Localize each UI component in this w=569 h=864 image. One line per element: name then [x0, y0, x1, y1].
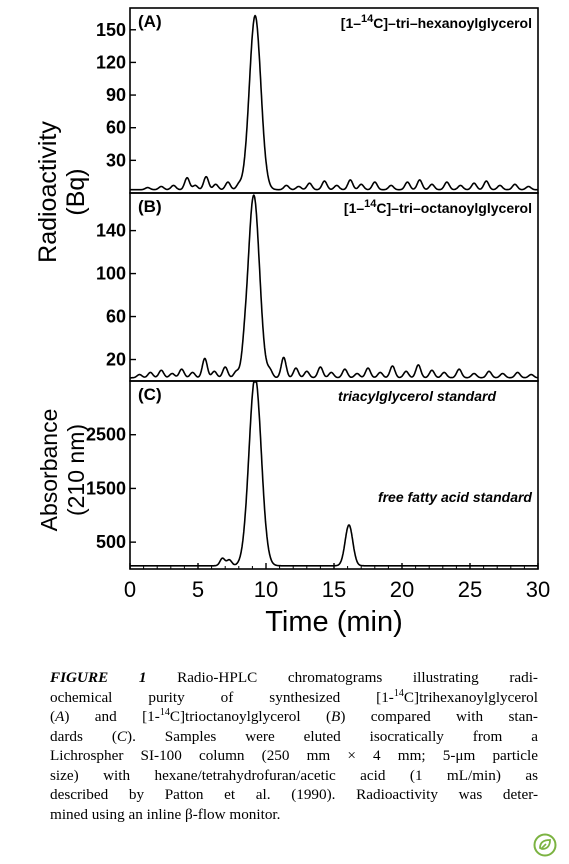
panel-frame — [129, 192, 539, 382]
chart-panel-c: 500 1500 2500 (C) triacylglycerol standard fr… — [86, 380, 550, 638]
chart-panel-a: 30 60 90 120 150 (A) [1–14C]–tri–hexanoylglyce… — [96, 7, 539, 194]
x-tick-label: 30 — [526, 577, 550, 602]
caption-line: size) with hexane/tetrahydrofuran/acetic… — [50, 766, 538, 784]
x-axis-label: Time (min) — [265, 606, 402, 638]
caption-line: mined using an inline β-flow monitor. — [50, 805, 281, 823]
y-tick-label: 30 — [106, 150, 126, 170]
chart-panel-b: 20 60 100 140 (B) [1–14C]–tri–octanoylglycero… — [96, 192, 539, 382]
panel-annotation: [1–14C]–tri–octanoylglycerol — [344, 198, 532, 216]
x-tick-label: 25 — [458, 577, 482, 602]
chromatogram-trace — [129, 381, 539, 567]
y-axis-label-line: Radioactivity — [34, 121, 62, 263]
y-axis-label-line: Absorbance — [36, 409, 62, 532]
x-tick-label: 20 — [390, 577, 414, 602]
panel-annotation: triacylglycerol standard — [338, 388, 496, 404]
y-axis-label-line: (210 nm) — [63, 424, 89, 516]
y-tick-label: 60 — [106, 118, 126, 138]
y-tick-label: 2500 — [86, 425, 126, 445]
caption-line: dards (C). Samples were eluted isocratic… — [50, 727, 538, 745]
figure-label: FIGURE 1 — [50, 669, 147, 686]
y-axis-label-line: (Bq) — [62, 168, 90, 215]
x-tick-label: 10 — [254, 577, 278, 602]
y-axis-label-absorbance: Absorbance (210 nm) — [36, 409, 89, 532]
caption-line: (A) and [1-14C]trioctanoylglycerol (B) c… — [50, 706, 538, 725]
panel-label: (A) — [138, 12, 162, 31]
caption-line: FIGURE 1 Radio-HPLC chromatograms illust… — [50, 669, 538, 686]
chromatogram-trace — [129, 194, 539, 379]
caption-line: described by Patton et al. (1990). Radio… — [50, 786, 538, 803]
y-tick-label: 1500 — [86, 478, 126, 498]
caption-line: Lichrospher SI-100 column (250 mm × 4 mm… — [50, 747, 538, 764]
x-tick-label: 15 — [322, 577, 346, 602]
x-tick-label: 0 — [124, 577, 136, 602]
y-tick-label: 140 — [96, 221, 126, 241]
panel-frame — [129, 380, 539, 570]
panel-annotation: [1–14C]–tri–hexanoylglycerol — [341, 13, 532, 31]
y-tick-label: 20 — [106, 350, 126, 370]
y-tick-label: 500 — [96, 532, 126, 552]
y-axis-label-radioactivity: Radioactivity (Bq) — [34, 121, 90, 263]
figure-caption: FIGURE 1 Radio-HPLC chromatograms illust… — [50, 668, 538, 824]
y-tick-label: 90 — [106, 85, 126, 105]
y-tick-label: 100 — [96, 264, 126, 284]
y-tick-label: 60 — [106, 307, 126, 327]
panel-label: (B) — [138, 197, 162, 216]
panel-label: (C) — [138, 385, 162, 404]
caption-line: ochemical purity of synthesized [1-14C]t… — [50, 687, 538, 706]
chromatogram-trace — [129, 14, 539, 191]
leaf-badge-icon — [533, 833, 557, 857]
y-tick-label: 120 — [96, 52, 126, 72]
x-tick-label: 5 — [192, 577, 204, 602]
y-tick-label: 150 — [96, 20, 126, 40]
panel-frame — [129, 7, 539, 194]
panel-annotation-2: free fatty acid standard — [378, 489, 532, 505]
